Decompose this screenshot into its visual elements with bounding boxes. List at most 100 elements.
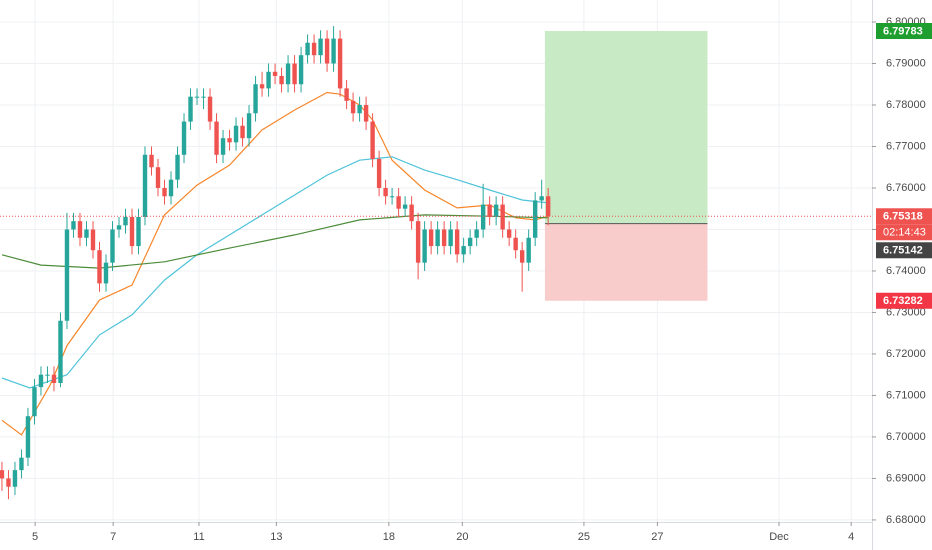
candle-body xyxy=(207,96,213,122)
candle-body xyxy=(71,221,76,230)
candle-body xyxy=(519,250,525,263)
x-tick-label: 27 xyxy=(651,531,663,543)
candle-body xyxy=(45,374,50,376)
candle-body xyxy=(396,196,401,209)
candle-body xyxy=(331,38,336,64)
x-tick-label: 4 xyxy=(848,531,854,543)
candle-body xyxy=(487,204,492,218)
profit-zone xyxy=(544,30,708,224)
candle-body xyxy=(19,457,24,471)
time-axis-bg xyxy=(0,522,872,550)
candle-body xyxy=(383,187,388,197)
x-tick-label: 13 xyxy=(270,531,282,543)
candle-body xyxy=(545,196,551,217)
y-tick-label: 6.79000 xyxy=(886,57,926,69)
candle-body xyxy=(500,204,505,230)
candle-body xyxy=(97,250,102,284)
candle-body xyxy=(214,121,219,155)
candle-body xyxy=(415,221,421,263)
candle-body xyxy=(220,138,226,155)
moving-average-line xyxy=(1,91,549,436)
y-tick-label: 6.74000 xyxy=(886,265,926,277)
candle-body xyxy=(467,237,473,247)
candle-body xyxy=(409,204,414,222)
y-tick-label: 6.77000 xyxy=(886,140,926,152)
candle-body xyxy=(474,229,479,238)
y-tick-label: 6.76000 xyxy=(886,182,926,194)
candle-body xyxy=(64,229,70,321)
candle-body xyxy=(129,217,135,247)
last-price-box xyxy=(876,208,932,225)
candle-body xyxy=(168,179,174,197)
candle-body xyxy=(454,229,460,255)
candle-body xyxy=(513,237,518,251)
candle-body xyxy=(6,478,11,487)
candle-body xyxy=(110,229,115,263)
stop-price-label: 6.73282 xyxy=(883,295,923,307)
candle-body xyxy=(402,204,408,209)
candle-body xyxy=(422,229,427,263)
candle-body xyxy=(435,229,440,247)
y-tick-label: 6.70000 xyxy=(886,431,926,443)
candle-body xyxy=(298,55,304,85)
y-tick-label: 6.71000 xyxy=(886,389,926,401)
candle-body xyxy=(181,121,187,155)
candle-body xyxy=(389,196,395,198)
candle-body xyxy=(448,229,453,247)
candle-body xyxy=(266,71,271,89)
x-tick-label: 7 xyxy=(110,531,116,543)
candle-body xyxy=(233,125,239,143)
candle-body xyxy=(279,75,284,85)
candle-body xyxy=(253,84,258,114)
candle-body xyxy=(526,237,531,263)
x-tick-label: Dec xyxy=(769,531,789,543)
candle-body xyxy=(194,96,200,98)
candle-body xyxy=(305,42,310,56)
candle-body xyxy=(246,113,252,139)
candle-body xyxy=(77,221,83,238)
candle-body xyxy=(318,38,323,56)
x-tick-label: 18 xyxy=(383,531,395,543)
candle-body xyxy=(506,229,512,238)
loss-zone xyxy=(544,223,708,301)
countdown-label: 02:14:43 xyxy=(883,227,926,239)
candle-body xyxy=(350,100,356,114)
candle-body xyxy=(344,88,349,101)
y-tick-label: 6.69000 xyxy=(886,472,926,484)
x-tick-label: 11 xyxy=(193,531,204,543)
candle-body xyxy=(0,470,5,479)
countdown-box xyxy=(876,224,932,241)
last-price-label: 6.75318 xyxy=(883,211,923,223)
candle-body xyxy=(201,96,206,98)
candle-body xyxy=(461,246,466,255)
candle-body xyxy=(363,104,369,122)
y-tick-label: 6.72000 xyxy=(886,348,926,360)
candle-body xyxy=(480,204,486,230)
candle-body xyxy=(337,38,343,89)
candle-body xyxy=(155,167,161,188)
candle-body xyxy=(240,125,245,139)
candle-body xyxy=(188,96,193,122)
candle-body xyxy=(38,374,44,388)
target-price-label: 6.79783 xyxy=(883,25,923,37)
candle-body xyxy=(227,138,232,143)
candle-body xyxy=(32,387,37,417)
candle-body xyxy=(292,63,297,85)
candle-body xyxy=(162,187,167,197)
price-axis-bg xyxy=(872,0,932,550)
stop-price-box xyxy=(876,292,932,309)
x-tick-label: 5 xyxy=(32,531,38,543)
candle-body xyxy=(428,229,434,247)
candle-body xyxy=(51,374,57,383)
candle-body xyxy=(149,154,154,168)
candle-body xyxy=(376,158,382,188)
candle-body xyxy=(285,63,291,85)
candle-body xyxy=(116,225,122,230)
moving-average-line xyxy=(1,156,549,389)
y-tick-label: 6.78000 xyxy=(886,99,926,111)
candle-body xyxy=(58,320,63,383)
candle-body xyxy=(311,42,317,56)
candle-body xyxy=(493,204,499,218)
